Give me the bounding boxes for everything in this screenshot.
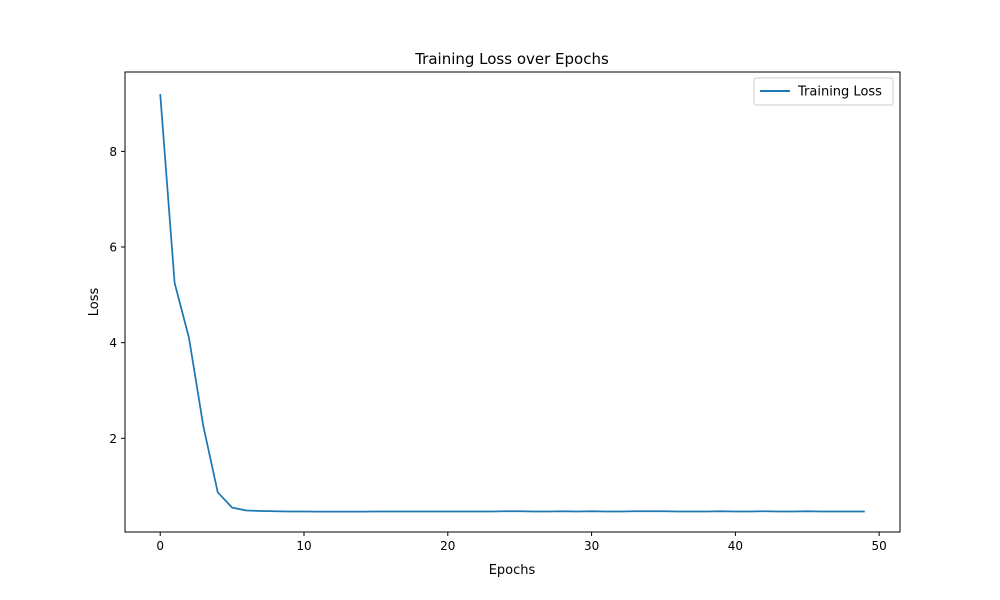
- x-tick-label: 50: [872, 539, 887, 553]
- series-layer: [159, 93, 865, 513]
- legend: Training Loss: [753, 77, 894, 106]
- x-axis-label: Epochs: [489, 563, 536, 578]
- axes-frame: [124, 71, 901, 533]
- legend-label-training-loss: Training Loss: [797, 85, 882, 100]
- plot-area: 0 10 20 30 40 50 2 4 6 8: [109, 71, 901, 553]
- legend-box: [753, 77, 894, 106]
- x-tick-label: 30: [584, 539, 599, 553]
- x-tick-label: 20: [440, 539, 455, 553]
- x-tick-label: 0: [156, 539, 164, 553]
- y-tick-label: 4: [109, 336, 117, 350]
- x-tick-label: 10: [296, 539, 311, 553]
- x-axis-ticks: 0 10 20 30 40 50: [156, 532, 887, 553]
- y-tick-label: 6: [109, 241, 117, 255]
- series-line-training-loss: [159, 93, 865, 513]
- y-axis-ticks: 2 4 6 8: [109, 145, 125, 446]
- x-tick-label: 40: [728, 539, 743, 553]
- y-axis-label: Loss: [87, 288, 102, 317]
- chart-title: Training Loss over Epochs: [414, 50, 609, 68]
- y-tick-label: 8: [109, 145, 117, 159]
- y-tick-label: 2: [109, 432, 117, 446]
